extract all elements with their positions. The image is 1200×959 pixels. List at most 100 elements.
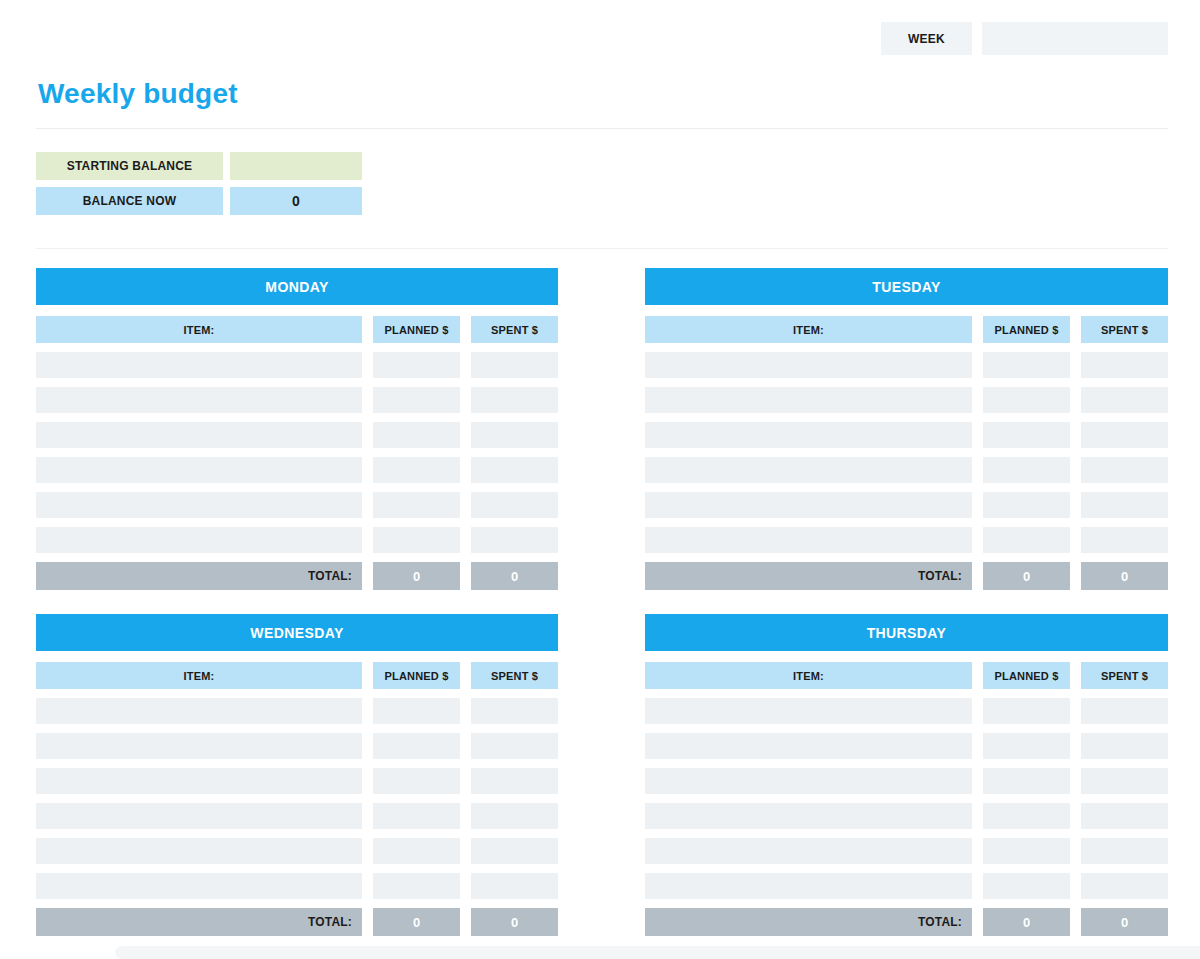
planned-input-cell[interactable] bbox=[983, 527, 1070, 553]
item-input-cell[interactable] bbox=[645, 768, 972, 794]
planned-input-cell[interactable] bbox=[373, 698, 460, 724]
spent-input-cell[interactable] bbox=[1081, 768, 1168, 794]
column-header-spent: SPENT $ bbox=[1081, 662, 1168, 689]
spent-input-cell[interactable] bbox=[471, 768, 558, 794]
planned-input-cell[interactable] bbox=[983, 492, 1070, 518]
planned-input-cell[interactable] bbox=[373, 803, 460, 829]
item-input-cell[interactable] bbox=[36, 422, 362, 448]
spent-input-cell[interactable] bbox=[1081, 803, 1168, 829]
item-input-cell[interactable] bbox=[645, 492, 972, 518]
planned-input-cell[interactable] bbox=[983, 803, 1070, 829]
planned-input-cell[interactable] bbox=[373, 422, 460, 448]
total-label: TOTAL: bbox=[36, 908, 362, 936]
planned-input-cell[interactable] bbox=[983, 422, 1070, 448]
table-row bbox=[645, 352, 1168, 378]
spent-input-cell[interactable] bbox=[471, 803, 558, 829]
item-input-cell[interactable] bbox=[36, 387, 362, 413]
spent-input-cell[interactable] bbox=[1081, 527, 1168, 553]
planned-input-cell[interactable] bbox=[983, 768, 1070, 794]
horizontal-scrollbar[interactable] bbox=[115, 946, 1200, 959]
spent-input-cell[interactable] bbox=[471, 733, 558, 759]
spent-input-cell[interactable] bbox=[1081, 422, 1168, 448]
spent-input-cell[interactable] bbox=[1081, 492, 1168, 518]
planned-input-cell[interactable] bbox=[983, 457, 1070, 483]
column-header-planned: PLANNED $ bbox=[983, 662, 1070, 689]
spent-input-cell[interactable] bbox=[471, 527, 558, 553]
spent-input-cell[interactable] bbox=[1081, 698, 1168, 724]
total-spent-value: 0 bbox=[471, 562, 558, 590]
spent-input-cell[interactable] bbox=[471, 698, 558, 724]
planned-input-cell[interactable] bbox=[373, 768, 460, 794]
table-row bbox=[645, 838, 1168, 864]
planned-input-cell[interactable] bbox=[373, 387, 460, 413]
table-row bbox=[645, 457, 1168, 483]
spent-input-cell[interactable] bbox=[1081, 352, 1168, 378]
item-input-cell[interactable] bbox=[36, 768, 362, 794]
planned-input-cell[interactable] bbox=[373, 838, 460, 864]
spent-input-cell[interactable] bbox=[471, 422, 558, 448]
item-input-cell[interactable] bbox=[36, 492, 362, 518]
item-input-cell[interactable] bbox=[645, 527, 972, 553]
item-input-cell[interactable] bbox=[36, 457, 362, 483]
column-header-item: ITEM: bbox=[36, 316, 362, 343]
spent-input-cell[interactable] bbox=[1081, 873, 1168, 899]
total-row: TOTAL: 0 0 bbox=[645, 562, 1168, 590]
table-row bbox=[645, 873, 1168, 899]
starting-balance-input-cell[interactable] bbox=[230, 152, 362, 180]
planned-input-cell[interactable] bbox=[983, 733, 1070, 759]
table-row bbox=[36, 527, 558, 553]
total-planned-value: 0 bbox=[373, 562, 460, 590]
item-input-cell[interactable] bbox=[36, 352, 362, 378]
item-input-cell[interactable] bbox=[36, 838, 362, 864]
item-input-cell[interactable] bbox=[36, 527, 362, 553]
week-input-cell[interactable] bbox=[982, 22, 1168, 55]
item-input-cell[interactable] bbox=[645, 387, 972, 413]
spent-input-cell[interactable] bbox=[471, 457, 558, 483]
week-label: WEEK bbox=[881, 22, 972, 55]
planned-input-cell[interactable] bbox=[983, 387, 1070, 413]
table-row bbox=[36, 698, 558, 724]
spent-input-cell[interactable] bbox=[1081, 838, 1168, 864]
day-header: TUESDAY bbox=[645, 268, 1168, 305]
item-input-cell[interactable] bbox=[36, 873, 362, 899]
balance-now-value-cell[interactable]: 0 bbox=[230, 187, 362, 215]
column-header-item: ITEM: bbox=[36, 662, 362, 689]
item-input-cell[interactable] bbox=[645, 422, 972, 448]
item-input-cell[interactable] bbox=[645, 698, 972, 724]
day-table-wednesday: WEDNESDAY ITEM: PLANNED $ SPENT $ TOTAL:… bbox=[36, 614, 558, 936]
total-planned-value: 0 bbox=[983, 908, 1070, 936]
spent-input-cell[interactable] bbox=[471, 387, 558, 413]
spent-input-cell[interactable] bbox=[1081, 457, 1168, 483]
spent-input-cell[interactable] bbox=[471, 352, 558, 378]
planned-input-cell[interactable] bbox=[373, 457, 460, 483]
spent-input-cell[interactable] bbox=[1081, 733, 1168, 759]
planned-input-cell[interactable] bbox=[983, 352, 1070, 378]
spent-input-cell[interactable] bbox=[471, 873, 558, 899]
column-header-item: ITEM: bbox=[645, 662, 972, 689]
column-header-planned: PLANNED $ bbox=[373, 662, 460, 689]
planned-input-cell[interactable] bbox=[373, 873, 460, 899]
item-input-cell[interactable] bbox=[645, 352, 972, 378]
item-input-cell[interactable] bbox=[645, 873, 972, 899]
planned-input-cell[interactable] bbox=[373, 733, 460, 759]
day-header: WEDNESDAY bbox=[36, 614, 558, 651]
planned-input-cell[interactable] bbox=[983, 873, 1070, 899]
spent-input-cell[interactable] bbox=[1081, 387, 1168, 413]
spent-input-cell[interactable] bbox=[471, 492, 558, 518]
total-row: TOTAL: 0 0 bbox=[36, 908, 558, 936]
planned-input-cell[interactable] bbox=[373, 492, 460, 518]
item-input-cell[interactable] bbox=[645, 457, 972, 483]
item-input-cell[interactable] bbox=[36, 733, 362, 759]
planned-input-cell[interactable] bbox=[983, 698, 1070, 724]
table-row bbox=[36, 492, 558, 518]
spent-input-cell[interactable] bbox=[471, 838, 558, 864]
planned-input-cell[interactable] bbox=[373, 527, 460, 553]
planned-input-cell[interactable] bbox=[373, 352, 460, 378]
planned-input-cell[interactable] bbox=[983, 838, 1070, 864]
item-input-cell[interactable] bbox=[645, 838, 972, 864]
column-header-spent: SPENT $ bbox=[471, 316, 558, 343]
item-input-cell[interactable] bbox=[645, 803, 972, 829]
item-input-cell[interactable] bbox=[645, 733, 972, 759]
item-input-cell[interactable] bbox=[36, 803, 362, 829]
item-input-cell[interactable] bbox=[36, 698, 362, 724]
